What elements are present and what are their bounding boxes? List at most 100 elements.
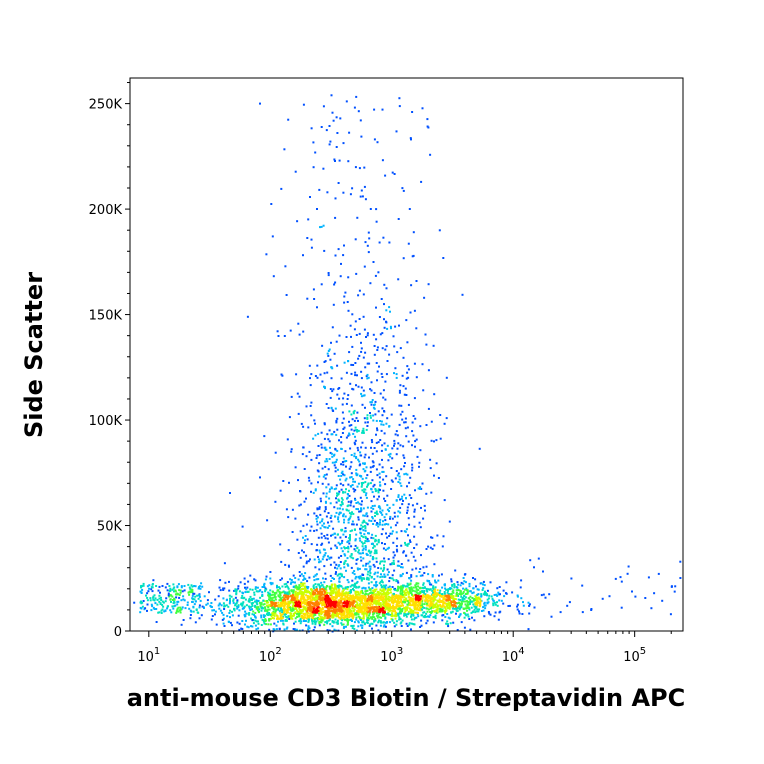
data-point (372, 414, 375, 417)
data-point (375, 585, 378, 588)
data-point (301, 610, 304, 613)
data-point (260, 614, 263, 617)
data-point (461, 597, 464, 599)
data-point (320, 611, 323, 614)
data-point (367, 570, 370, 573)
data-point (388, 425, 391, 428)
data-point (378, 609, 381, 612)
data-point (332, 596, 335, 598)
data-point (245, 604, 248, 607)
data-point (354, 374, 357, 377)
data-point (332, 603, 335, 606)
data-point (268, 592, 271, 595)
data-point (329, 563, 332, 566)
data-point (401, 596, 404, 599)
data-point (291, 617, 294, 620)
data-point (263, 584, 266, 586)
data-point (395, 499, 398, 502)
data-point (423, 591, 425, 594)
data-point (368, 237, 371, 240)
data-point (465, 614, 468, 617)
data-point (389, 563, 392, 566)
data-point (346, 398, 349, 400)
data-point (417, 615, 420, 618)
data-point (381, 458, 383, 461)
data-point (284, 265, 287, 268)
data-point (295, 588, 298, 591)
data-point (401, 589, 404, 591)
data-point (351, 520, 354, 523)
data-point (176, 600, 179, 603)
data-point (139, 590, 142, 593)
data-point (469, 598, 472, 601)
data-point (414, 611, 417, 614)
data-point (336, 533, 339, 536)
data-point (301, 629, 304, 632)
data-point (350, 413, 353, 416)
data-point (243, 605, 246, 608)
data-point (326, 433, 329, 436)
data-point (364, 612, 367, 615)
data-point (236, 600, 239, 603)
data-point (338, 610, 341, 613)
data-point (338, 576, 341, 579)
data-point (435, 609, 438, 611)
data-point (413, 547, 416, 549)
data-point (290, 595, 293, 598)
data-point (339, 511, 342, 514)
data-point (408, 587, 411, 590)
data-point (338, 499, 341, 502)
data-point (370, 401, 373, 404)
data-point (308, 627, 311, 630)
data-point (367, 562, 370, 565)
data-point (342, 484, 345, 487)
data-point (429, 583, 432, 586)
data-point (324, 606, 327, 609)
data-point (355, 468, 358, 471)
data-point (225, 604, 228, 607)
data-point (499, 593, 501, 596)
data-point (347, 483, 350, 486)
data-point (335, 601, 338, 604)
data-point (320, 126, 323, 128)
data-point (379, 610, 382, 613)
data-point (341, 461, 344, 463)
data-point (409, 612, 412, 614)
data-point (361, 612, 364, 615)
data-point (483, 604, 486, 607)
data-point (452, 591, 455, 594)
data-point (370, 506, 373, 509)
data-point (375, 338, 378, 341)
data-point (427, 369, 430, 372)
data-point (417, 582, 420, 585)
data-point (363, 542, 366, 544)
data-point (378, 602, 381, 605)
data-point (267, 606, 270, 609)
data-point (381, 108, 384, 111)
data-point (325, 473, 328, 476)
data-point (319, 373, 322, 376)
data-point (368, 456, 370, 459)
data-point (313, 419, 316, 422)
data-point (287, 564, 290, 567)
data-point (323, 526, 326, 529)
data-point (450, 595, 453, 597)
data-point (404, 541, 406, 544)
data-point (373, 565, 376, 568)
data-point (385, 373, 388, 376)
data-point (314, 621, 317, 624)
data-point (370, 381, 373, 384)
data-point (343, 566, 346, 569)
data-point (377, 410, 380, 413)
data-point (457, 583, 460, 586)
data-point (352, 588, 354, 590)
data-point (324, 577, 327, 580)
data-point (310, 458, 313, 461)
data-point (350, 404, 353, 407)
data-point (256, 606, 258, 609)
data-point (246, 625, 249, 628)
data-point (360, 386, 363, 389)
data-point (322, 475, 325, 478)
data-point (350, 372, 353, 375)
data-point (355, 533, 358, 536)
